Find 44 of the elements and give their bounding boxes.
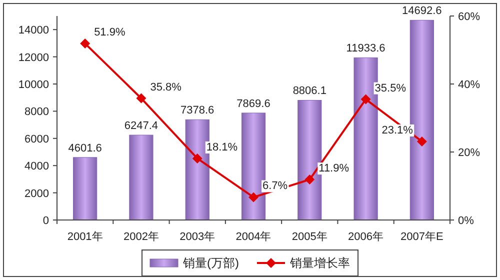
legend-label: 销量(万部) [182,256,239,270]
data-label: 4601.6 [68,142,102,154]
data-label: 7378.6 [180,104,214,117]
y-tick-label: 14000 [18,24,49,37]
point [80,38,90,49]
y-tick-label: 0 [42,215,49,227]
point [360,94,371,104]
x-tick-label: 2007年E [400,231,444,243]
x-tick-label: 2003年 [180,231,216,243]
data-label: 11933.6 [346,42,386,55]
x-tick-label: 2004年 [236,231,272,243]
y2-tick-label: 0% [458,215,474,227]
y-tick-label: 4000 [24,160,49,173]
point [136,93,146,104]
y-tick-label: 8000 [24,106,49,118]
y-tick-label: 6000 [24,133,49,146]
x-tick-label: 2006年 [348,231,384,243]
bar [129,134,154,220]
data-label: 18.1% [206,141,238,154]
data-label: 14692.6 [402,5,442,18]
y-tick-label: 2000 [24,188,49,200]
point [192,153,202,164]
data-label: 35.5% [374,82,406,94]
bar [73,157,98,220]
x-tick-label: 2005年 [292,231,328,243]
data-label: 23.1% [382,124,414,136]
data-label: 51.9% [94,26,126,39]
point [416,136,427,146]
data-label: 11.9% [318,162,350,175]
y-tick-label: 10000 [18,79,49,91]
x-tick-label: 2001年 [67,231,103,243]
y2-tick-label: 60% [458,11,480,23]
data-label: 7869.6 [236,98,270,110]
data-label: 6247.4 [124,120,158,132]
data-label: 8806.1 [292,85,326,98]
y2-tick-label: 40% [458,79,480,91]
data-label: 35.8% [150,81,182,94]
legend-label: 销量增长率 [289,256,350,270]
point [248,192,258,202]
point [304,174,315,185]
y2-tick-label: 20% [458,147,480,159]
data-label: 6.7% [262,180,288,192]
y-tick-label: 12000 [18,52,49,64]
x-tick-label: 2002年 [123,231,159,243]
